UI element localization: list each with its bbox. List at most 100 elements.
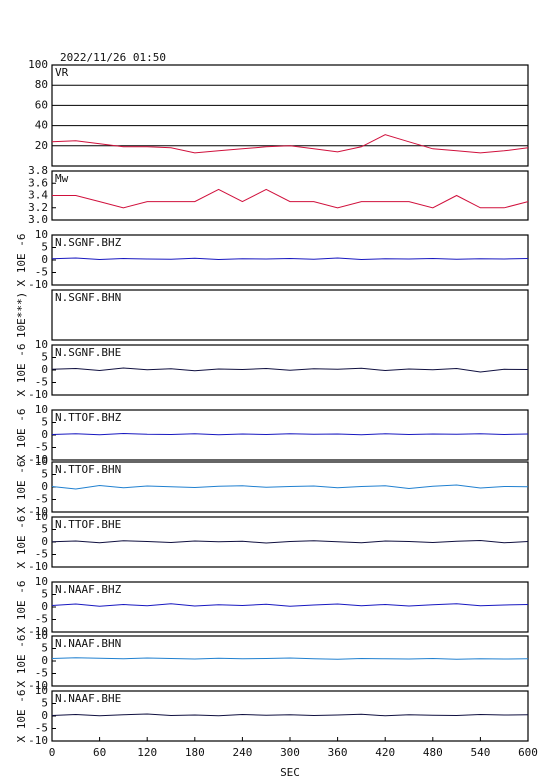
legend-label: N.SGNF.BHN <box>55 291 121 304</box>
figure-title: 2022/11/26 01:50 <box>60 51 166 64</box>
x-tick-label: 540 <box>470 746 490 759</box>
y-tick-label: -10 <box>28 560 48 573</box>
y-tick-label: 5 <box>41 351 48 364</box>
x-tick-label: 300 <box>280 746 300 759</box>
legend-label: Mw <box>55 172 69 185</box>
y-tick-label: 5 <box>41 588 48 601</box>
y-tick-label: 5 <box>41 523 48 536</box>
legend-label: N.SGNF.BHZ <box>55 236 122 249</box>
legend-label: N.NAAF.BHE <box>55 692 121 705</box>
y-tick-label: 10 <box>35 629 48 642</box>
y-tick-label: -5 <box>35 441 48 454</box>
legend-label: N.SGNF.BHE <box>55 346 121 359</box>
y-tick-label: 10 <box>35 684 48 697</box>
y-tick-label: 10 <box>35 575 48 588</box>
y-tick-label: -10 <box>28 388 48 401</box>
panel-frame <box>51 581 529 633</box>
x-tick-label: 120 <box>137 746 157 759</box>
y-tick-label: 3.4 <box>28 189 48 202</box>
series-line <box>51 432 529 436</box>
y-tick-label: 0 <box>41 428 48 441</box>
x-tick-label: 420 <box>375 746 395 759</box>
y-tick-label: -5 <box>35 548 48 561</box>
y-tick-label: 10 <box>35 455 48 468</box>
series-line <box>51 539 529 544</box>
y-tick-label: 10 <box>35 510 48 523</box>
y-tick-label: -5 <box>35 613 48 626</box>
y-axis-label: X 10E -6 <box>15 581 28 634</box>
y-tick-label: 3.0 <box>28 213 48 226</box>
x-tick-label: 60 <box>93 746 106 759</box>
y-tick-label: -5 <box>35 266 48 279</box>
y-tick-label: 40 <box>35 119 48 132</box>
series-line <box>51 603 529 607</box>
series-line <box>51 713 529 717</box>
y-tick-label: 80 <box>35 78 48 91</box>
y-tick-label: -10 <box>28 625 48 638</box>
panel-frame <box>51 234 529 286</box>
y-tick-label: -10 <box>28 453 48 466</box>
y-axis-label: X 10E -6 <box>15 635 28 688</box>
y-tick-label: -5 <box>35 493 48 506</box>
legend-label: VR <box>55 66 69 79</box>
legend-label: N.TTOF.BHN <box>55 463 121 476</box>
series-line <box>51 134 529 154</box>
y-tick-label: 0 <box>41 709 48 722</box>
y-axis-label: X 10E -6 <box>15 516 28 569</box>
x-tick-label: 360 <box>328 746 348 759</box>
series-line <box>51 484 529 490</box>
y-tick-label: 20 <box>35 139 48 152</box>
legend-label: N.NAAF.BHZ <box>55 583 122 596</box>
y-axis-label: X 10E -6 <box>15 344 28 397</box>
panel-frame <box>51 289 529 341</box>
y-tick-label: 0 <box>41 600 48 613</box>
y-tick-label: 0 <box>41 654 48 667</box>
y-tick-label: 100 <box>28 58 48 71</box>
series-line <box>51 657 529 660</box>
y-tick-label: 5 <box>41 697 48 710</box>
legend-label: N.TTOF.BHZ <box>55 411 122 424</box>
y-tick-label: -10 <box>28 505 48 518</box>
y-axis-label: X 10E -6 <box>15 409 28 462</box>
y-tick-label: 10 <box>35 338 48 351</box>
y-tick-label: 5 <box>41 642 48 655</box>
series-line <box>51 257 529 261</box>
y-axis-label: 10E***) <box>15 292 28 338</box>
x-tick-label: 600 <box>518 746 538 759</box>
x-tick-label: 0 <box>49 746 56 759</box>
y-tick-label: -5 <box>35 376 48 389</box>
x-tick-label: 180 <box>185 746 205 759</box>
y-tick-label: 3.6 <box>28 176 48 189</box>
y-axis-label: X 10E -6 <box>15 234 28 287</box>
y-tick-label: 0 <box>41 253 48 266</box>
series-line <box>52 188 529 209</box>
y-tick-label: 5 <box>41 416 48 429</box>
y-tick-label: 5 <box>41 241 48 254</box>
y-tick-label: 60 <box>35 98 48 111</box>
x-tick-label: 240 <box>232 746 252 759</box>
y-tick-label: -5 <box>35 667 48 680</box>
y-tick-label: -10 <box>28 278 48 291</box>
x-tick-label: 480 <box>423 746 443 759</box>
panel-frame <box>51 409 529 461</box>
legend-label: N.NAAF.BHN <box>55 637 121 650</box>
y-tick-label: 10 <box>35 228 48 241</box>
y-tick-label: 3.8 <box>28 164 48 177</box>
y-axis-label: X 10E -6 <box>15 690 28 743</box>
x-axis-label: SEC <box>280 766 300 779</box>
panel-frame <box>51 690 529 742</box>
y-tick-label: 5 <box>41 468 48 481</box>
y-tick-label: 0 <box>41 535 48 548</box>
legend-label: N.TTOF.BHE <box>55 518 121 531</box>
y-tick-label: 10 <box>35 403 48 416</box>
y-tick-label: -5 <box>35 722 48 735</box>
series-line <box>51 367 529 373</box>
panel-frame <box>51 635 529 687</box>
y-tick-label: 3.2 <box>28 201 48 214</box>
y-axis-label: X 10E -6 <box>15 461 28 514</box>
y-tick-label: -10 <box>28 734 48 747</box>
y-tick-label: -10 <box>28 679 48 692</box>
y-tick-label: 0 <box>41 480 48 493</box>
